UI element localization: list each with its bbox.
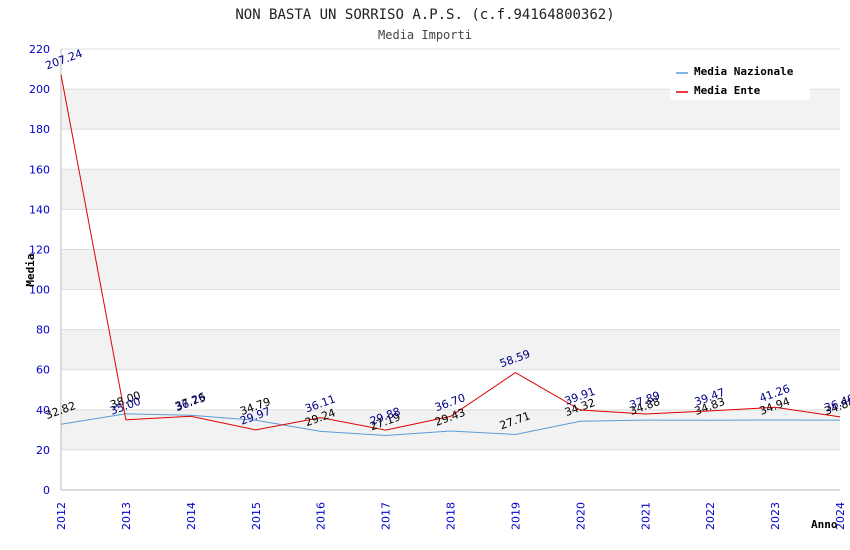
x-tick-label-2022: 2022 — [704, 502, 717, 530]
legend-label-nazionale: Media Nazionale — [694, 65, 794, 78]
plot-band — [61, 249, 840, 290]
legend-label-ente: Media Ente — [694, 84, 761, 97]
x-tick-label-2020: 2020 — [574, 502, 587, 530]
x-tick-label-2018: 2018 — [445, 502, 458, 530]
series-line-0 — [60, 413, 841, 437]
series-line-1 — [60, 74, 841, 431]
y-tick-label-200: 200 — [29, 83, 50, 96]
x-tick-label-2016: 2016 — [315, 502, 328, 530]
legend-box — [670, 58, 810, 100]
x-tick-label-2023: 2023 — [769, 502, 782, 530]
chart-subtitle: Media Importi — [378, 28, 472, 42]
legend: Media Nazionale Media Ente — [670, 58, 810, 100]
y-tick-label-180: 180 — [29, 123, 50, 136]
y-tick-label-100: 100 — [29, 284, 50, 297]
x-tick-label-2013: 2013 — [120, 502, 133, 530]
x-tick-label-2019: 2019 — [509, 502, 522, 530]
y-tick-label-120: 120 — [29, 243, 50, 256]
series-lines — [60, 74, 841, 437]
x-tick-label-2024: 2024 — [834, 502, 847, 530]
plot-band — [61, 169, 840, 210]
y-tick-label-20: 20 — [36, 444, 50, 457]
x-axis-label: Anno — [811, 518, 838, 531]
y-tick-label-40: 40 — [36, 404, 50, 417]
y-tick-label-60: 60 — [36, 364, 50, 377]
y-tick-label-220: 220 — [29, 43, 50, 56]
plot-bands — [61, 89, 840, 450]
chart-title: NON BASTA UN SORRISO A.P.S. (c.f.9416480… — [235, 7, 614, 23]
grid-lines — [61, 48, 840, 491]
x-tick-label-2015: 2015 — [250, 502, 263, 530]
y-axis-label: Media — [24, 253, 37, 286]
y-tick-label-80: 80 — [36, 324, 50, 337]
data-label-s1-2024: 36.48 — [823, 392, 850, 415]
x-tick-labels: 2012 2013 2014 2015 2016 2017 2018 2019 2020 2021… — [55, 502, 847, 530]
plot-band — [61, 329, 840, 370]
x-tick-label-2012: 2012 — [55, 502, 68, 530]
y-tick-labels: 0 20 40 60 80 100 120 140 160 180 200 220 — [29, 43, 50, 497]
x-tick-label-2021: 2021 — [639, 502, 652, 530]
x-tick-label-2014: 2014 — [185, 502, 198, 530]
y-tick-label-140: 140 — [29, 203, 50, 216]
y-tick-label-160: 160 — [29, 163, 50, 176]
x-tick-label-2017: 2017 — [380, 502, 393, 530]
y-tick-label-0: 0 — [43, 484, 50, 497]
axes — [60, 49, 840, 491]
